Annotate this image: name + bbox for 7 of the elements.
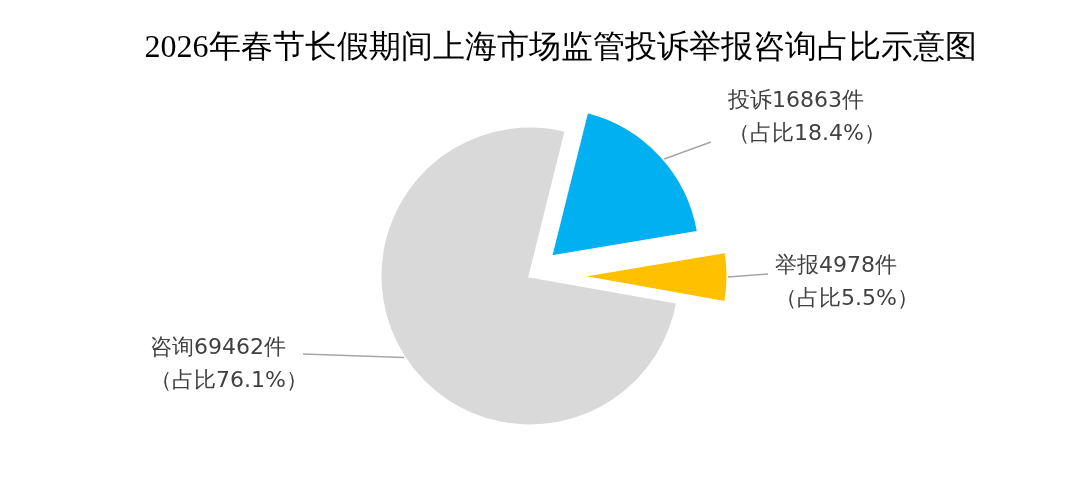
text: （占比18.4%） bbox=[728, 120, 886, 145]
chart-title: 2026年春节长假期间上海市场监管投诉举报咨询占比示意图 bbox=[144, 28, 977, 64]
text: （占比76.1%） bbox=[150, 367, 308, 392]
slice-label: 咨询69462件 bbox=[150, 334, 286, 359]
slice-label: 投诉16863件 bbox=[727, 87, 864, 112]
text: （占比5.5%） bbox=[775, 285, 919, 310]
slice-label: 举报4978件 bbox=[775, 252, 897, 277]
